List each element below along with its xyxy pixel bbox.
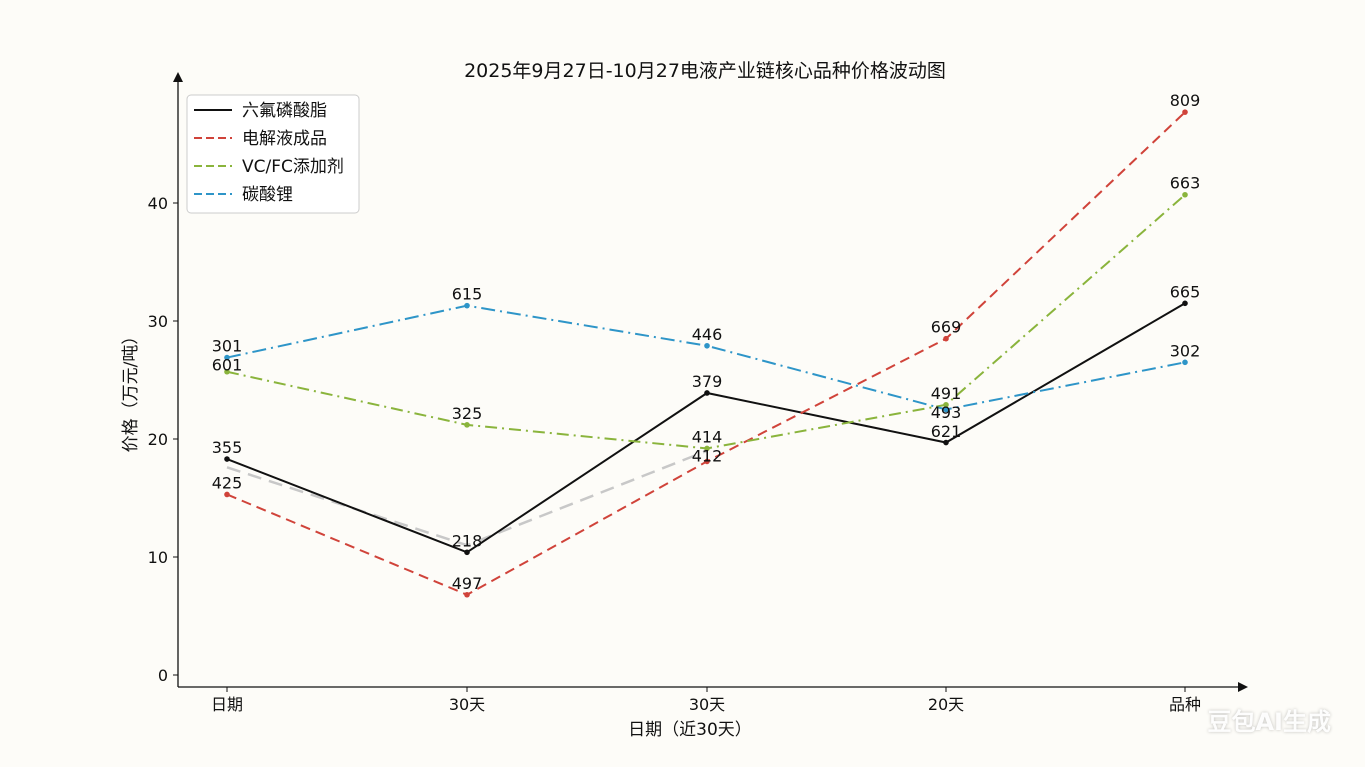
data-label: 218 [452, 531, 483, 550]
data-label: 414 [692, 427, 723, 446]
data-point [464, 422, 470, 428]
data-point [704, 390, 710, 396]
data-point [224, 368, 230, 375]
x-tick-label: 30天 [449, 695, 485, 714]
data-point [943, 401, 949, 408]
y-tick-label: 20 [148, 430, 168, 449]
series-line-1 [226, 111, 1186, 596]
legend-box [186, 94, 360, 214]
data-label: 665 [1170, 282, 1201, 301]
y-tick-label: 30 [148, 312, 168, 331]
data-label: 379 [692, 372, 723, 391]
x-tick-label: 日期 [211, 695, 243, 714]
legend-label: 电解液成品 [242, 129, 327, 149]
data-point [1182, 191, 1188, 198]
data-point [943, 406, 949, 413]
y-tick-label: 40 [148, 194, 168, 213]
data-label: 355 [212, 438, 243, 457]
data-point [943, 335, 949, 342]
y-axis-arrow-icon [173, 72, 183, 82]
data-point [224, 491, 230, 498]
data-label: 615 [452, 285, 483, 304]
data-label: 412 [692, 446, 723, 465]
x-axis-arrow-icon [1238, 682, 1248, 692]
x-tick-label: 30天 [689, 695, 725, 714]
data-point [943, 439, 949, 446]
x-tick-label: 品种 [1169, 695, 1201, 714]
data-label: 663 [1170, 174, 1201, 193]
data-label: 493 [931, 403, 962, 422]
data-point [1182, 300, 1188, 307]
series-lines [224, 109, 1188, 598]
data-label: 621 [931, 422, 962, 441]
data-label: 809 [1170, 91, 1201, 110]
data-point [1182, 359, 1188, 366]
watermark: 豆包AI生成 [1207, 708, 1331, 736]
data-point [224, 456, 230, 462]
series-line-2 [226, 193, 1186, 450]
legend-label: 六氟磷酸脂 [242, 101, 327, 121]
data-point [464, 591, 470, 598]
data-point [704, 445, 710, 452]
data-label: 446 [692, 325, 723, 344]
x-axis-label: 日期（近30天） [628, 720, 752, 740]
y-tick-label: 10 [148, 548, 168, 567]
y-axis-label: 价格（万元/吨） [121, 328, 141, 453]
axes: 0 10 20 30 40 日期 30天 30天 20天 品种 [148, 72, 1248, 714]
chart-title: 2025年9月27日-10月27电液产业链核心品种价格波动图 [464, 60, 946, 82]
data-point [464, 549, 470, 556]
data-point [224, 354, 230, 361]
data-point [704, 458, 710, 465]
ghost-line [226, 449, 708, 547]
data-label: 325 [452, 404, 483, 423]
y-tick-label: 0 [158, 666, 168, 685]
data-label: 301 [212, 337, 243, 356]
data-label: 302 [1170, 341, 1201, 360]
data-label: 669 [931, 318, 962, 337]
x-tick-label: 20天 [928, 695, 964, 714]
data-point [464, 302, 470, 309]
data-point [1182, 109, 1188, 115]
legend-label: VC/FC添加剂 [242, 157, 344, 177]
legend-label: 碳酸锂 [242, 185, 293, 205]
data-label: 601 [212, 356, 243, 375]
data-label: 497 [452, 574, 483, 593]
data-label: 425 [212, 473, 243, 492]
data-point [704, 342, 710, 349]
data-label: 491 [931, 384, 962, 403]
